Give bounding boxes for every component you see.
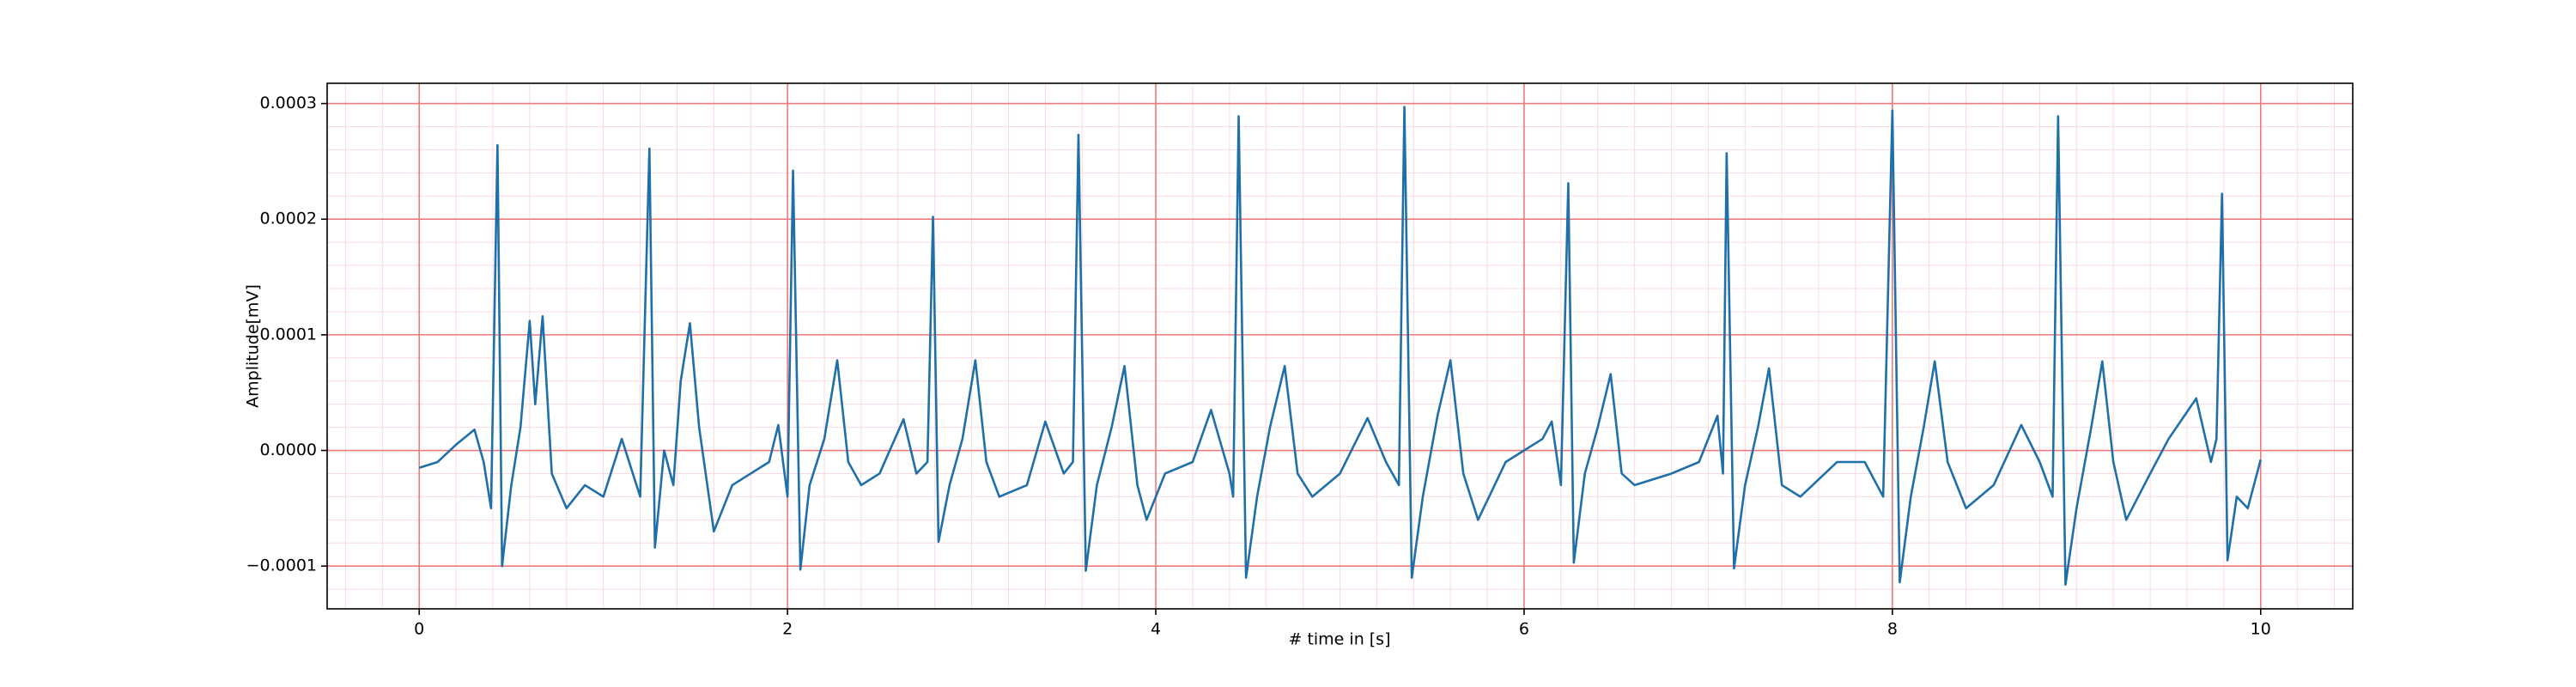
y-axis-label: Amplitude[mV] [244,284,263,408]
signal-line [418,106,2263,587]
y-tick-label: 0.0001 [260,325,317,344]
x-tick-label: 6 [1519,620,1529,639]
x-tick-label: 2 [782,620,793,639]
x-axis-label: # time in [s] [1288,630,1390,649]
grid [327,83,2353,609]
axes-frame [326,82,2354,610]
plot [418,106,2263,587]
x-tick-label: 4 [1151,620,1161,639]
x-tick-label: 8 [1887,620,1898,639]
y-tick-label: −0.0001 [246,556,317,575]
x-tick-label: 0 [414,620,424,639]
x-tick-label: 10 [2251,620,2271,639]
y-tick-label: 0.0002 [260,210,317,228]
y-tick-label: 0.0000 [260,441,317,459]
y-tick-label: 0.0003 [260,94,317,112]
